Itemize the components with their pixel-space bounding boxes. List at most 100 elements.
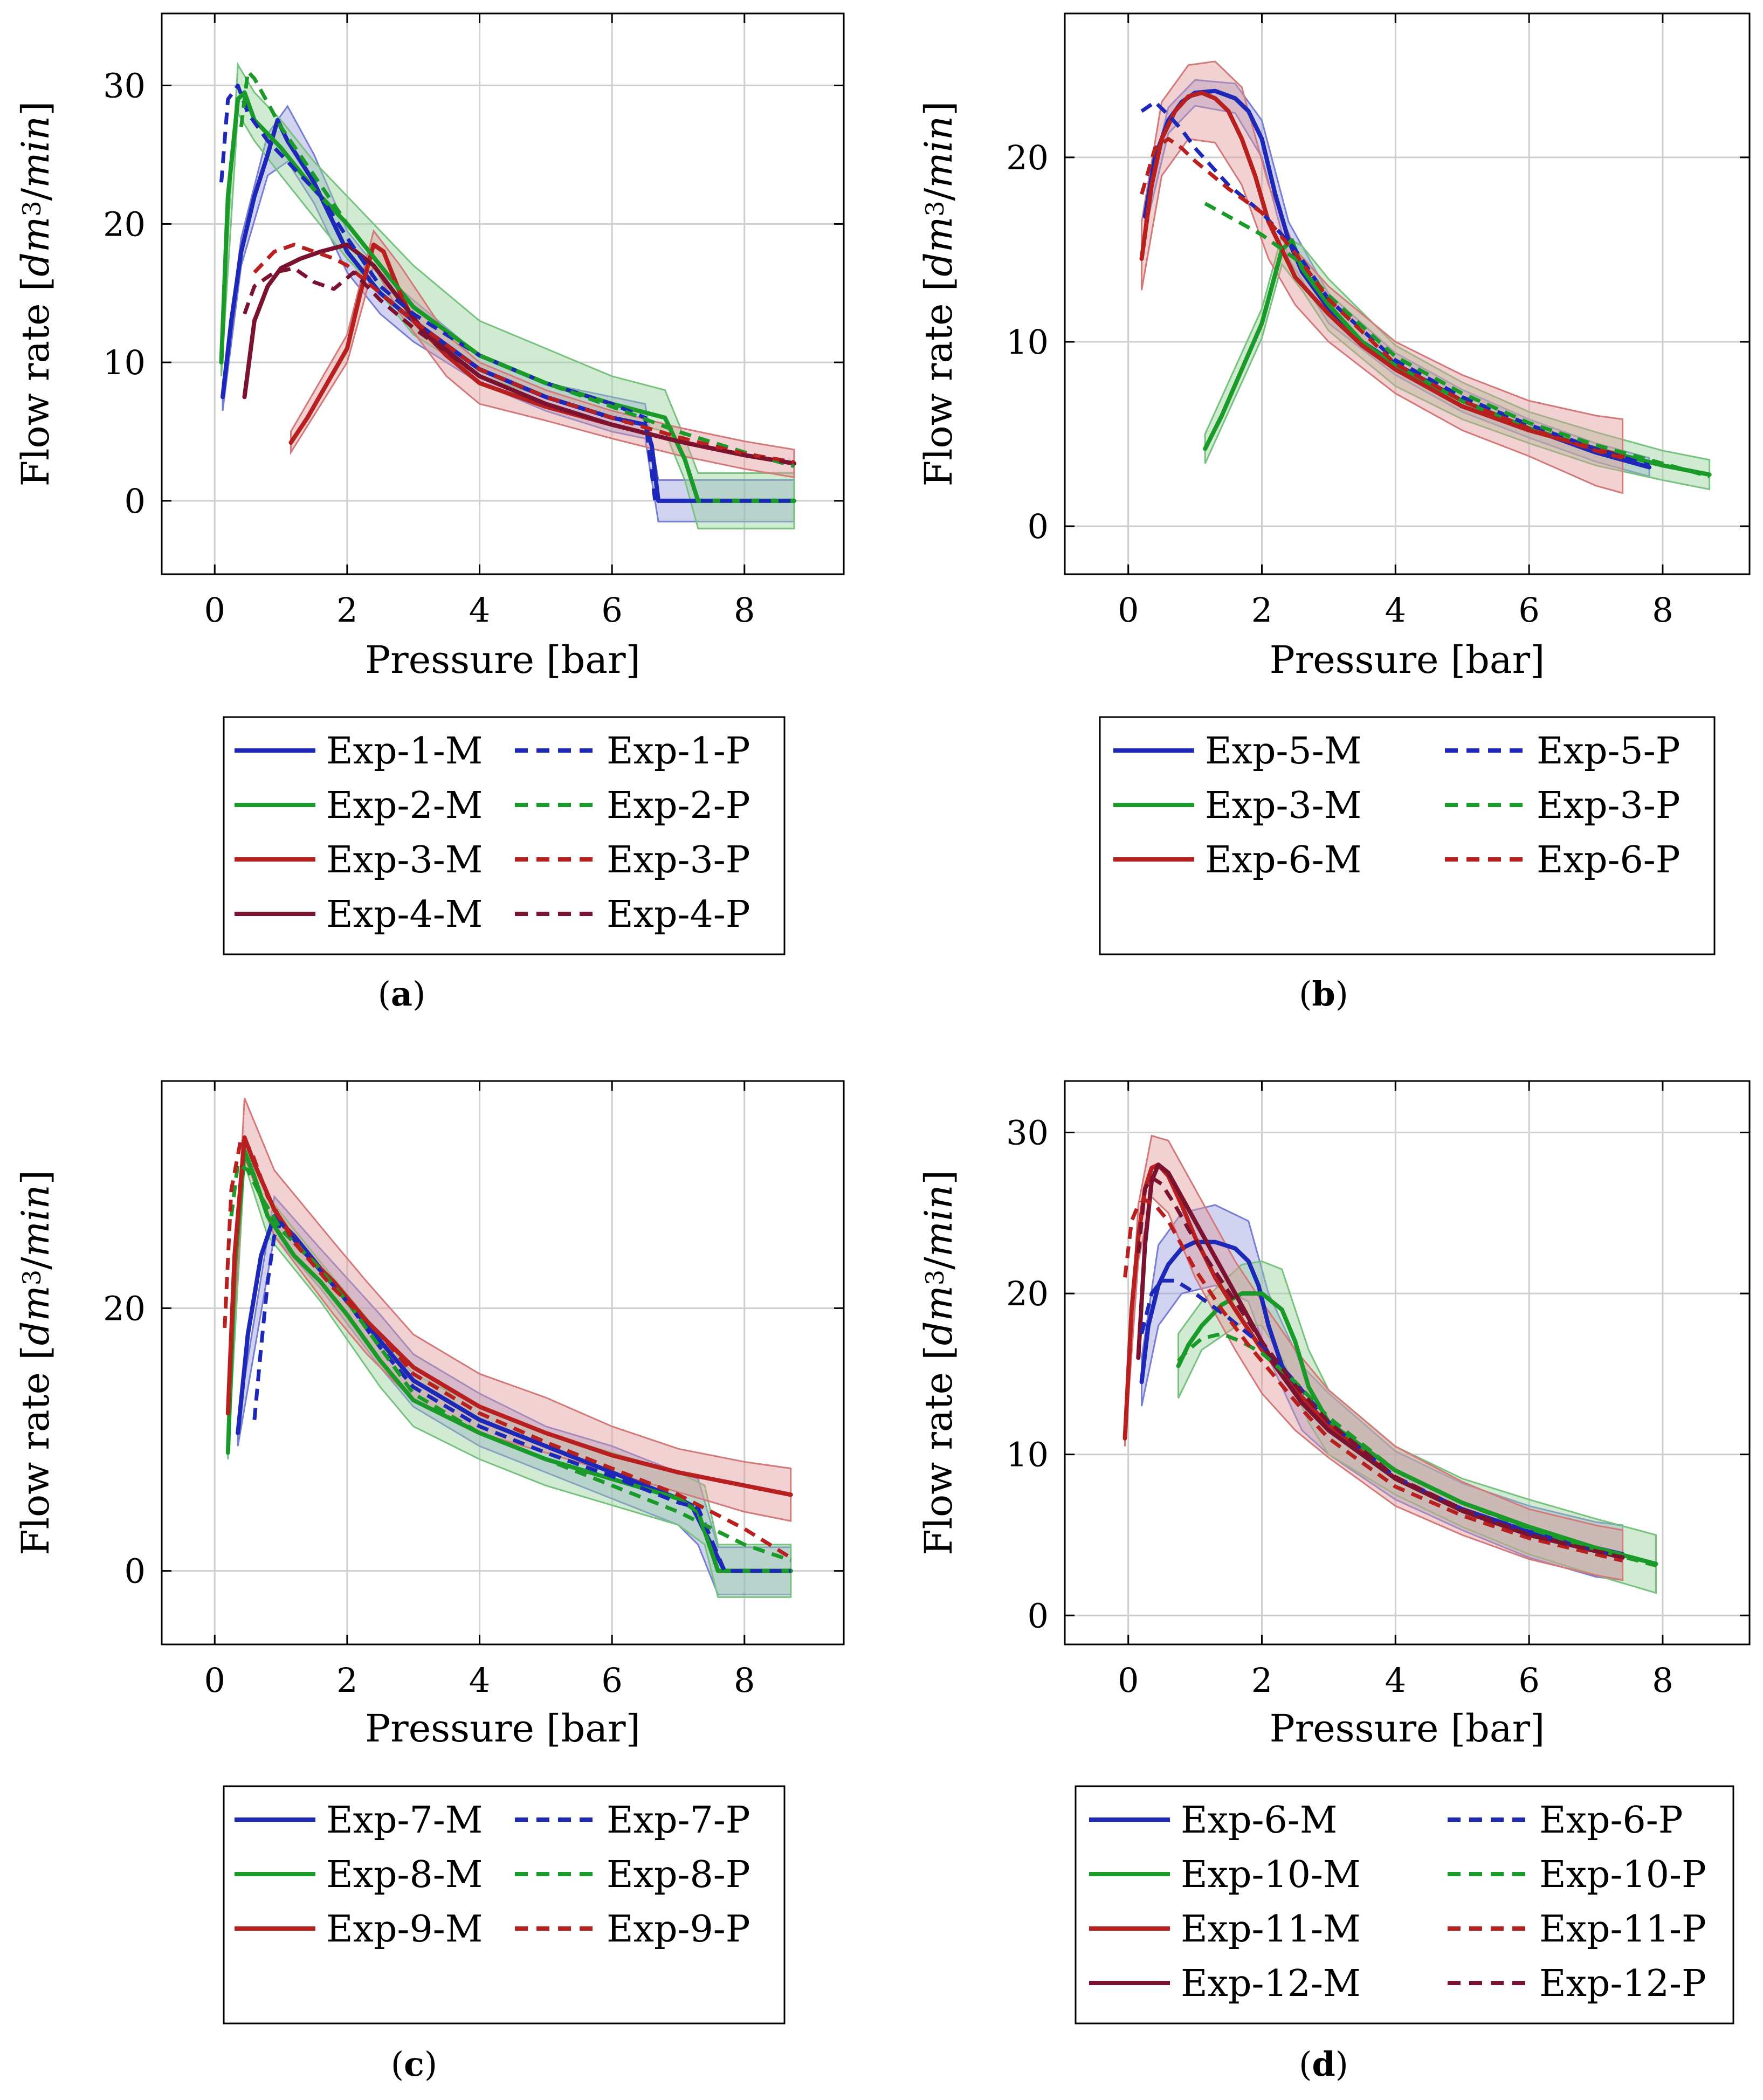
- legend-item-exp-2-p: Exp-2-P: [515, 784, 750, 827]
- series-line-exp-3-p: [253, 243, 795, 464]
- legend-item-exp-6-p: Exp-6-P: [1448, 1799, 1683, 1842]
- panel-caption: (b): [1299, 974, 1348, 1014]
- legend-frame: [223, 1785, 786, 2025]
- legend-item-exp-5-m: Exp-5-M: [1113, 730, 1361, 773]
- legend-label: Exp-12-M: [1181, 1963, 1361, 2005]
- x-axis-label: Pressure [bar]: [1270, 1706, 1545, 1751]
- x-tick-label: 0: [204, 1661, 225, 1700]
- legend-item-exp-5-p: Exp-5-P: [1445, 730, 1681, 773]
- series-line-exp-8-p: [229, 1162, 791, 1562]
- y-axis-label: Flow rate [dm3/min]: [13, 1170, 58, 1555]
- x-tick-label: 8: [1652, 590, 1673, 630]
- plot-frame: [1064, 12, 1751, 575]
- y-tick-label: 10: [1006, 1435, 1049, 1475]
- panel-b: 0 2 4 6 8 0 10 20 Pressure [bar] Flow rate [dm3/m…: [917, 12, 1751, 1014]
- legend-item-exp-3-m: Exp-3-M: [1113, 784, 1361, 827]
- legend-frame: [1075, 1785, 1734, 2025]
- series-line-exp-4-p: [243, 266, 795, 466]
- series-line-exp-11-p: [1123, 1198, 1623, 1563]
- legend-label: Exp-9-P: [607, 1908, 750, 1951]
- legend-label: Exp-6-P: [1537, 839, 1681, 882]
- series-line-exp-9-p: [223, 1135, 792, 1560]
- legend-label: Exp-11-P: [1539, 1908, 1706, 1951]
- series-line-exp-6-p: [1140, 137, 1623, 460]
- legend-label: Exp-2-P: [607, 784, 750, 827]
- series-line-exp-1-m: [221, 118, 796, 503]
- x-tick-label: 6: [601, 1661, 622, 1700]
- legend: Exp-6-M Exp-10-M Exp-11-M Exp-12-M Exp-6-P Ex…: [1075, 1785, 1734, 2025]
- legend-label: Exp-10-M: [1181, 1854, 1361, 1896]
- x-tick-label: 2: [1251, 590, 1272, 630]
- panel-caption: (c): [391, 2044, 437, 2084]
- x-tick-label: 8: [734, 590, 755, 630]
- legend-item-exp-11-p: Exp-11-P: [1448, 1908, 1706, 1951]
- y-tick-label: 10: [1006, 322, 1049, 362]
- legend-item-exp-3-m: Exp-3-M: [235, 839, 483, 882]
- plot-area: [219, 62, 796, 529]
- plot-area: [1122, 1134, 1658, 1594]
- legend-label: Exp-6-P: [1539, 1799, 1683, 1842]
- legend-label: Exp-4-M: [326, 893, 483, 936]
- legend-label: Exp-3-M: [326, 839, 483, 882]
- x-tick-label: 4: [469, 590, 490, 630]
- series-line-exp-3-p: [1204, 202, 1710, 479]
- legend-item-exp-12-m: Exp-12-M: [1089, 1963, 1361, 2005]
- legend-label: Exp-4-P: [607, 893, 750, 936]
- legend-item-exp-1-p: Exp-1-P: [515, 730, 750, 773]
- series-line-exp-1-p: [219, 84, 794, 503]
- plot-area: [1139, 60, 1712, 494]
- x-tick-label: 6: [1518, 1661, 1539, 1700]
- legend-item-exp-7-p: Exp-7-P: [515, 1799, 750, 1842]
- y-tick-label: 30: [103, 66, 146, 106]
- plot-area: [223, 1098, 793, 1598]
- y-tick-label: 20: [1006, 1274, 1049, 1313]
- legend-item-exp-6-m: Exp-6-M: [1089, 1799, 1337, 1842]
- y-tick-label: 30: [1006, 1113, 1049, 1153]
- series-line-exp-12-p: [1136, 1175, 1623, 1560]
- legend-label: Exp-3-P: [607, 839, 750, 882]
- legend-item-exp-11-m: Exp-11-M: [1089, 1908, 1361, 1951]
- legend-label: Exp-11-M: [1181, 1908, 1361, 1951]
- series-line-exp-7-p: [252, 1221, 791, 1573]
- legend-item-exp-12-p: Exp-12-P: [1448, 1963, 1706, 2005]
- series-line-exp-10-p: [1176, 1332, 1657, 1568]
- x-tick-label: 4: [1385, 590, 1406, 630]
- legend-label: Exp-2-M: [326, 784, 483, 827]
- y-tick-label: 20: [103, 1289, 146, 1328]
- legend-item-exp-4-p: Exp-4-P: [515, 893, 750, 936]
- band-exp-11-m: [1124, 1134, 1624, 1581]
- legend-item-exp-4-m: Exp-4-M: [235, 893, 483, 936]
- y-axis-label: Flow rate [dm3/min]: [917, 1170, 961, 1555]
- series-line-exp-5-p: [1140, 100, 1650, 467]
- band-exp-3-m: [290, 229, 795, 478]
- x-axis-label: Pressure [bar]: [1270, 638, 1545, 682]
- panel-d: 0 2 4 6 8 0 10 20 30 Pressure [bar] Flow rate [dm3…: [917, 1080, 1751, 2084]
- legend-item-exp-10-p: Exp-10-P: [1448, 1854, 1706, 1896]
- y-axis-label: Flow rate [dm3/min]: [917, 101, 961, 487]
- legend-item-exp-9-p: Exp-9-P: [515, 1908, 750, 1951]
- y-tick-label: 0: [125, 481, 146, 521]
- legend-label: Exp-8-M: [326, 1854, 483, 1896]
- x-tick-label: 2: [1251, 1661, 1272, 1700]
- legend-frame: [1099, 716, 1716, 955]
- legend-label: Exp-9-M: [326, 1908, 483, 1951]
- x-tick-label: 4: [469, 1661, 490, 1700]
- panel-a: 0 2 4 6 8 0 10 20 30 Pressure [bar] Flow rate [dm3…: [13, 12, 845, 1014]
- plot-frame: [1064, 1080, 1751, 1645]
- x-tick-label: 8: [1652, 1661, 1673, 1700]
- x-axis-label: Pressure [bar]: [365, 638, 641, 682]
- legend-label: Exp-1-P: [607, 730, 750, 773]
- x-tick-label: 0: [204, 590, 225, 630]
- x-tick-label: 2: [336, 590, 357, 630]
- legend-label: Exp-6-M: [1181, 1799, 1337, 1842]
- panel-caption: (a): [378, 974, 426, 1014]
- legend-label: Exp-7-P: [607, 1799, 750, 1842]
- legend-item-exp-6-m: Exp-6-M: [1113, 839, 1361, 882]
- legend-label: Exp-8-P: [607, 1854, 750, 1896]
- plot-frame: [161, 1080, 845, 1645]
- y-axis-label: Flow rate [dm3/min]: [13, 101, 58, 487]
- x-tick-label: 4: [1385, 1661, 1406, 1700]
- legend-item-exp-10-m: Exp-10-M: [1089, 1854, 1361, 1896]
- y-tick-label: 10: [103, 343, 146, 382]
- legend-item-exp-8-p: Exp-8-P: [515, 1854, 750, 1896]
